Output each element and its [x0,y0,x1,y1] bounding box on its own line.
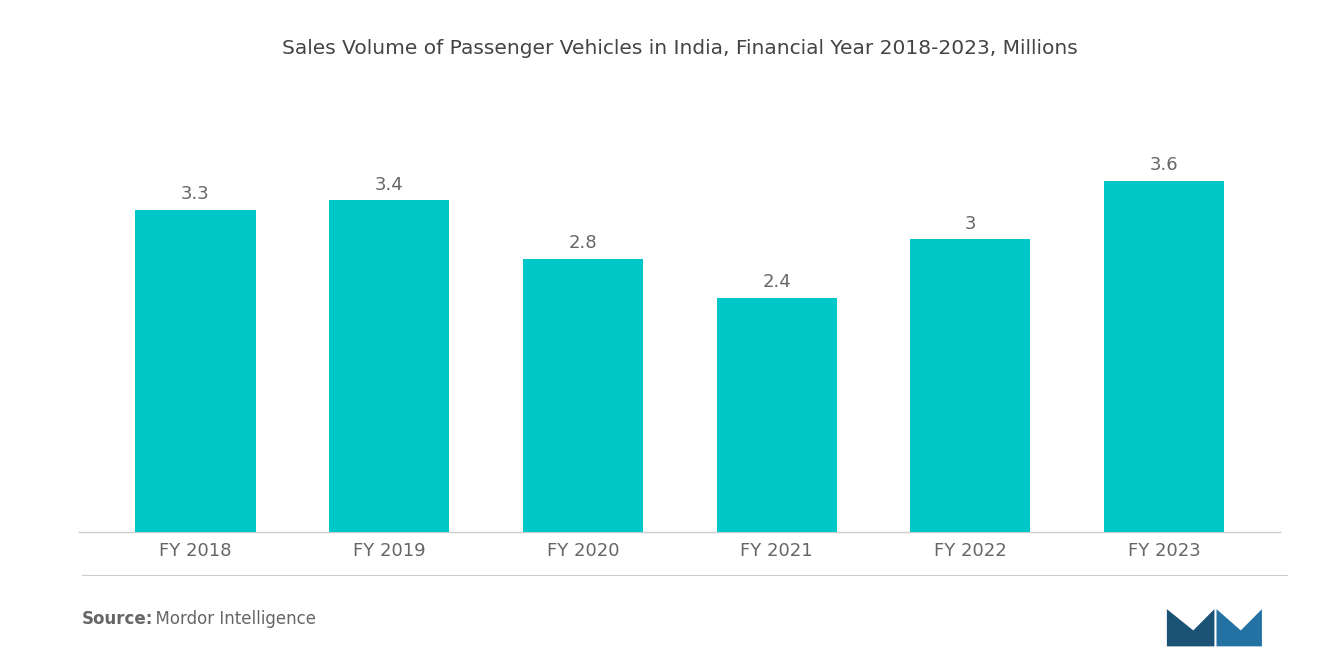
Text: Source:: Source: [82,610,153,628]
Text: 3.4: 3.4 [375,176,404,194]
Text: Mordor Intelligence: Mordor Intelligence [145,610,317,628]
Bar [911,239,1031,532]
Text: 3.3: 3.3 [181,186,210,203]
Text: 3.6: 3.6 [1150,156,1179,174]
Bar [136,210,256,532]
Bar [329,200,449,532]
Bar [717,298,837,532]
Title: Sales Volume of Passenger Vehicles in India, Financial Year 2018-2023, Millions: Sales Volume of Passenger Vehicles in In… [282,39,1077,59]
Bar [523,259,643,532]
Bar [1104,181,1224,532]
Text: 3: 3 [965,215,977,233]
Text: 2.4: 2.4 [762,273,791,291]
Text: 2.8: 2.8 [569,234,597,252]
